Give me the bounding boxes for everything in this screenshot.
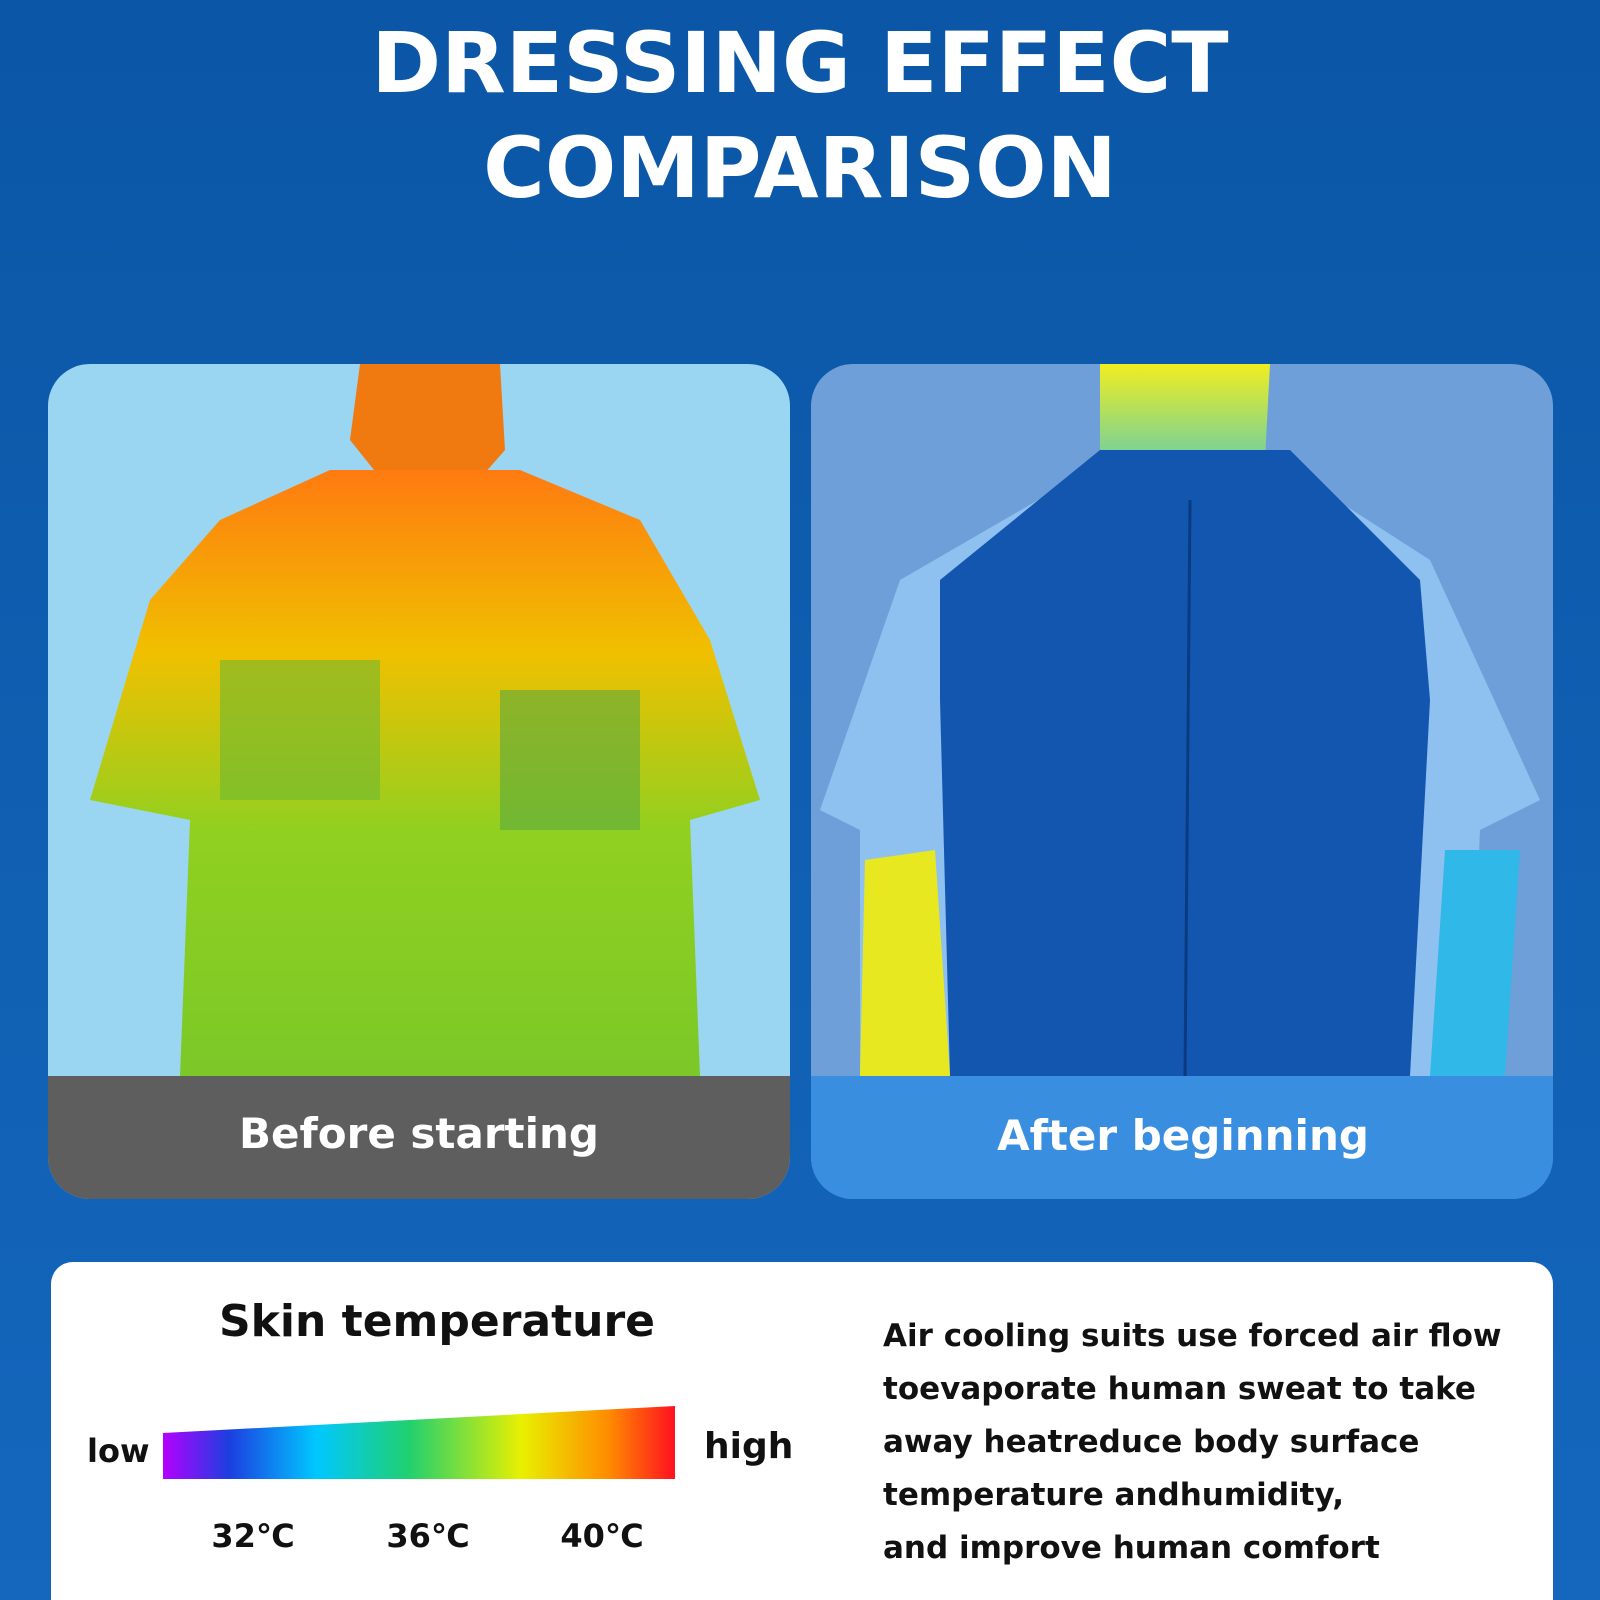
scale-tick: 36℃ bbox=[386, 1517, 469, 1555]
panel-label: After beginning bbox=[997, 1111, 1369, 1160]
description-line: toevaporate human sweat to take bbox=[883, 1371, 1476, 1407]
description-line: away heatreduce body surface bbox=[883, 1424, 1419, 1460]
title-line: COMPARISON bbox=[483, 119, 1117, 217]
scale-tick: 40℃ bbox=[560, 1517, 643, 1555]
scale-tick: 32℃ bbox=[211, 1517, 294, 1555]
legend-title: Skin temperature bbox=[219, 1296, 655, 1347]
description-line: and improve human comfort bbox=[883, 1530, 1380, 1566]
color-scale bbox=[163, 1406, 675, 1479]
legend-low: low bbox=[87, 1432, 150, 1470]
panel-before bbox=[48, 364, 790, 1199]
panel-label: Before starting bbox=[239, 1109, 599, 1158]
title-line: DRESSING EFFECT bbox=[371, 14, 1228, 112]
description-line: Air cooling suits use forced air flow bbox=[883, 1318, 1502, 1354]
panel-after bbox=[811, 364, 1553, 1199]
description-line: temperature andhumidity, bbox=[883, 1477, 1344, 1513]
legend-high: high bbox=[704, 1426, 793, 1467]
